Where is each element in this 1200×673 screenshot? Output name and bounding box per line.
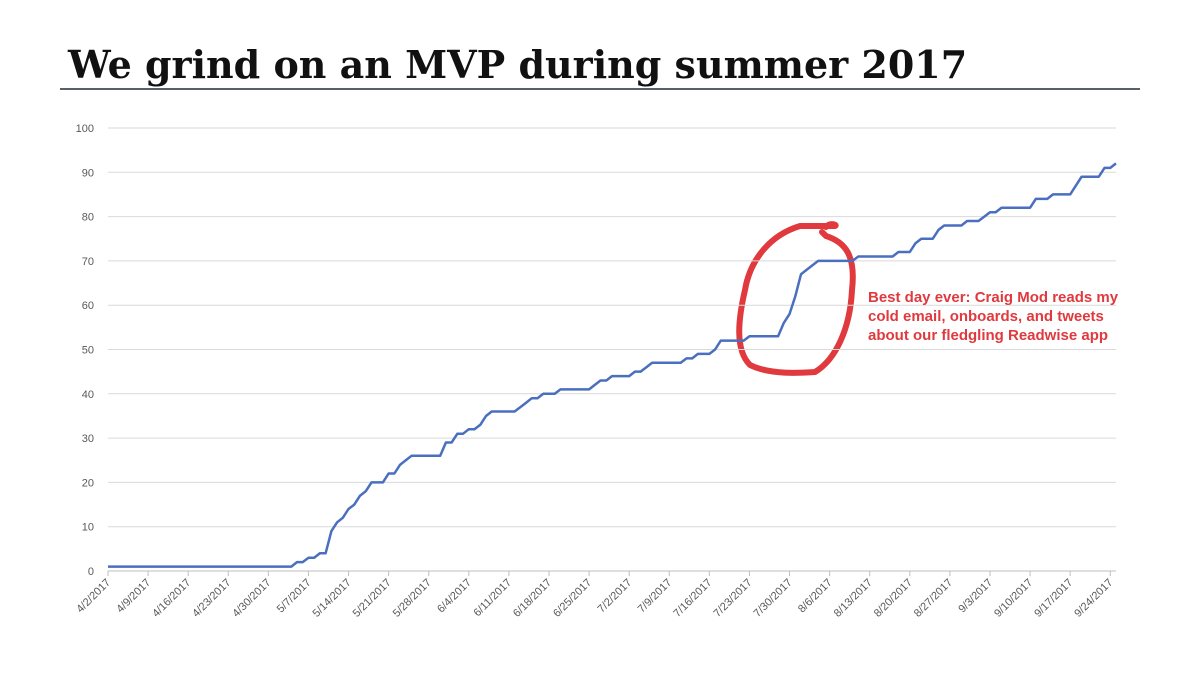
y-tick-label: 50 [82,345,94,357]
x-tick-label: 7/23/2017 [711,577,754,620]
y-tick-label: 0 [88,566,94,578]
annotation: Best day ever: Craig Mod reads my [868,289,1119,306]
x-tick-label: 8/6/2017 [796,577,835,616]
x-tick-label: 4/23/2017 [190,577,233,620]
x-tick-label: 9/3/2017 [956,577,995,616]
y-tick-label: 30 [82,433,94,445]
annotation: cold email, onboards, and tweets [868,308,1104,325]
x-tick-label: 9/24/2017 [1072,577,1115,620]
x-tick-label: 6/4/2017 [435,577,474,616]
x-tick-label: 7/2/2017 [596,577,635,616]
y-tick-label: 90 [82,167,94,179]
x-tick-label: 5/28/2017 [391,577,434,620]
y-tick-label: 100 [76,123,94,135]
x-tick-label: 4/30/2017 [230,577,273,620]
x-tick-label: 9/10/2017 [992,577,1035,620]
x-tick-label: 4/16/2017 [150,577,193,620]
line-series [108,162,1117,568]
y-tick-label: 80 [82,212,94,224]
x-tick-label: 9/17/2017 [1032,577,1075,620]
x-tick-label: 5/7/2017 [275,577,314,616]
x-tick-label: 8/20/2017 [872,577,915,620]
x-tick-label: 4/2/2017 [74,577,113,616]
x-tick-label: 6/18/2017 [511,577,554,620]
y-tick-label: 40 [82,389,94,401]
y-tick-label: 70 [82,256,94,268]
x-tick-label: 7/16/2017 [671,577,714,620]
x-tick-label: 5/14/2017 [311,577,354,620]
y-tick-label: 20 [82,477,94,489]
x-tick-label: 4/9/2017 [114,577,153,616]
x-tick-label: 7/9/2017 [636,577,675,616]
annotation: about our fledgling Readwise app [868,327,1108,344]
chart-title: We grind on an MVP during summer 2017 [67,42,967,87]
y-tick-label: 10 [82,522,94,534]
x-tick-label: 5/21/2017 [351,577,394,620]
x-tick-label: 6/25/2017 [551,577,594,620]
x-tick-label: 8/13/2017 [832,577,875,620]
hand-drawn-circle [736,221,856,376]
x-tick-label: 8/27/2017 [912,577,955,620]
x-tick-label: 6/11/2017 [472,577,515,620]
y-tick-label: 60 [82,300,94,312]
x-tick-label: 7/30/2017 [752,577,795,620]
